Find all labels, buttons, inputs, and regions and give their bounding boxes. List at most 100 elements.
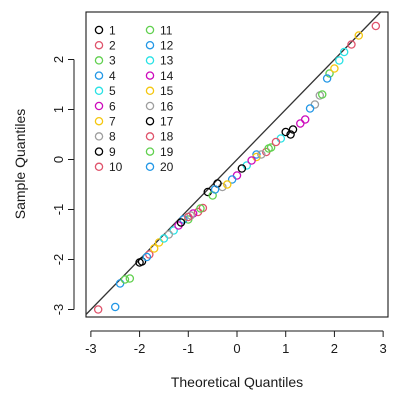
legend-marker-12 (145, 40, 155, 50)
data-point-series-2 (145, 250, 154, 259)
data-points (93, 21, 381, 314)
data-point-series-3 (125, 274, 135, 283)
data-point-series-10 (93, 305, 103, 314)
x-axis: -3 -2 -1 0 1 2 3 (85, 330, 387, 356)
reference-line (85, 11, 382, 315)
x-tick-label: 2 (331, 341, 338, 356)
y-tick-label: -1 (51, 204, 66, 216)
data-point-series-6 (232, 171, 242, 180)
legend-marker-20 (145, 162, 155, 172)
x-tick-label: 3 (380, 341, 387, 356)
x-tick-label: -3 (85, 341, 97, 356)
legend-label-12: 12 (160, 39, 174, 53)
data-point-series-18 (271, 137, 281, 147)
legend-label-14: 14 (160, 69, 174, 83)
legend-marker-19 (145, 147, 155, 156)
legend-marker-14 (145, 71, 155, 80)
data-point-series-5 (339, 47, 349, 57)
legend-marker-16 (145, 101, 155, 111)
legend-marker-15 (145, 86, 155, 96)
data-point-series-13 (335, 56, 344, 65)
legend-marker-3 (94, 56, 104, 65)
plot-frame (85, 11, 389, 318)
data-point-series-12 (305, 104, 315, 113)
data-point-series-17 (176, 218, 186, 227)
y-tick-label: 2 (51, 56, 66, 63)
data-point-series-20 (322, 74, 332, 83)
data-point-series-4 (115, 279, 125, 288)
legend-marker-10 (94, 162, 104, 172)
legend-marker-8 (94, 132, 104, 141)
y-tick-label: -2 (51, 254, 66, 266)
x-tick-label: -1 (183, 341, 195, 356)
legend-marker-1 (94, 25, 104, 35)
data-point-series-7 (354, 31, 364, 40)
data-point-series-14 (300, 115, 310, 124)
legend-label-8: 8 (109, 130, 116, 144)
data-point-series-4 (252, 150, 261, 159)
legend-label-2: 2 (109, 39, 116, 53)
data-point-series-19 (196, 204, 205, 213)
data-point-series-13 (159, 234, 169, 243)
legend-marker-7 (94, 116, 104, 126)
legend-label-5: 5 (109, 84, 116, 98)
data-point-series-18 (347, 40, 356, 49)
data-point-series-8 (164, 230, 174, 239)
data-point-series-20 (142, 252, 152, 262)
legend-label-9: 9 (109, 145, 116, 159)
data-point-series-9 (137, 257, 147, 266)
y-axis-label: Sample Quantiles (12, 109, 28, 220)
data-point-series-6 (296, 119, 305, 128)
legend-label-18: 18 (160, 130, 174, 144)
data-point-series-16 (257, 150, 266, 159)
y-axis: -3 -2 -1 0 1 2 (51, 56, 75, 316)
data-point-series-9 (286, 130, 295, 139)
x-tick-label: -2 (134, 341, 146, 356)
data-point-series-15 (149, 244, 159, 253)
legend-label-16: 16 (160, 99, 174, 113)
data-point-series-8 (310, 100, 320, 109)
x-tick-label: 0 (233, 341, 240, 356)
data-point-series-15 (330, 64, 339, 73)
data-point-series-15 (223, 180, 232, 189)
legend-marker-13 (145, 56, 155, 65)
legend-label-10: 10 (109, 160, 123, 174)
data-point-series-1 (281, 127, 290, 137)
x-axis-label: Theoretical Quantiles (171, 374, 303, 390)
legend-marker-17 (145, 116, 155, 126)
legend-marker-5 (94, 86, 104, 96)
legend-label-13: 13 (160, 54, 174, 68)
data-point-series-3 (325, 69, 334, 78)
legend-marker-9 (94, 147, 104, 156)
data-point-series-14 (247, 156, 256, 165)
legend-label-1: 1 (109, 23, 116, 37)
legend-label-11: 11 (160, 23, 173, 37)
legend-marker-18 (145, 132, 155, 141)
data-point-series-10 (371, 21, 381, 31)
data-point-series-19 (264, 144, 273, 153)
data-point-series-11 (120, 275, 130, 284)
x-tick-label: 1 (282, 341, 289, 356)
legend-label-3: 3 (109, 54, 116, 68)
legend-marker-6 (94, 101, 104, 111)
y-tick-label: 0 (51, 156, 66, 163)
legend-label-20: 20 (160, 160, 174, 174)
legend-label-19: 19 (160, 145, 174, 159)
legend-marker-4 (94, 71, 104, 80)
data-point-series-18 (184, 212, 193, 222)
legend-label-4: 4 (109, 69, 116, 83)
legend-label-7: 7 (109, 115, 116, 129)
legend-marker-2 (94, 40, 104, 50)
data-point-series-12 (227, 175, 237, 184)
y-tick-label: -3 (51, 304, 66, 316)
data-point-series-12 (110, 302, 120, 312)
legend-label-6: 6 (109, 99, 116, 113)
data-point-series-19 (317, 90, 327, 99)
y-tick-label: 1 (51, 106, 66, 113)
legend-label-17: 17 (160, 115, 174, 129)
data-point-series-17 (288, 125, 298, 134)
data-point-series-20 (210, 185, 220, 194)
legend-marker-11 (145, 25, 155, 35)
